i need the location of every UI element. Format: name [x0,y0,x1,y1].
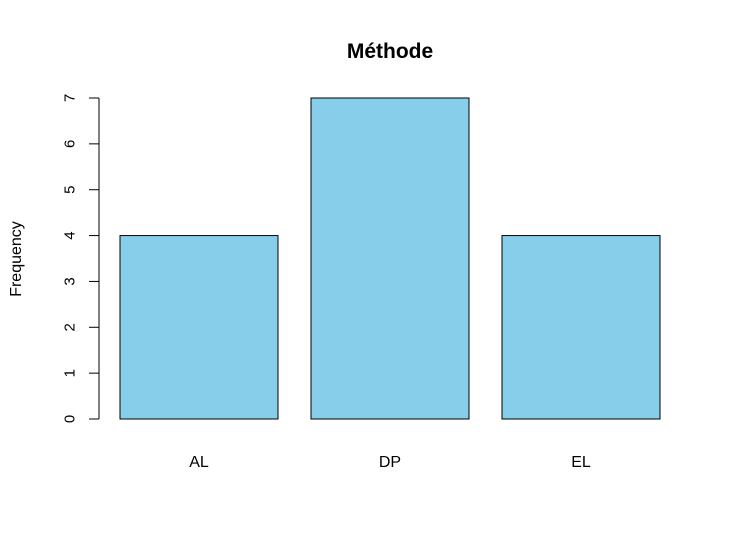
y-tick-label: 6 [61,140,78,148]
x-category-labels: AL DP EL [189,454,591,471]
y-tick-label: 5 [61,186,78,194]
y-tick-label: 0 [61,415,78,423]
bar-al [119,235,279,420]
chart-title: Méthode [347,40,433,63]
bar-dp [310,97,470,420]
y-axis-label: Frequency [8,221,25,297]
y-tick-label: 4 [61,231,78,239]
x-tick-label: AL [189,454,209,471]
bars [119,97,661,420]
x-tick-label: DP [379,454,401,471]
y-tick-label: 1 [61,369,78,377]
bar-el [501,235,661,420]
y-tick-label: 3 [61,277,78,285]
y-axis: 0 1 2 3 4 5 6 7 [61,94,100,423]
y-tick-label: 7 [61,94,78,102]
x-tick-label: EL [571,454,591,471]
y-tick-label: 2 [61,323,78,331]
